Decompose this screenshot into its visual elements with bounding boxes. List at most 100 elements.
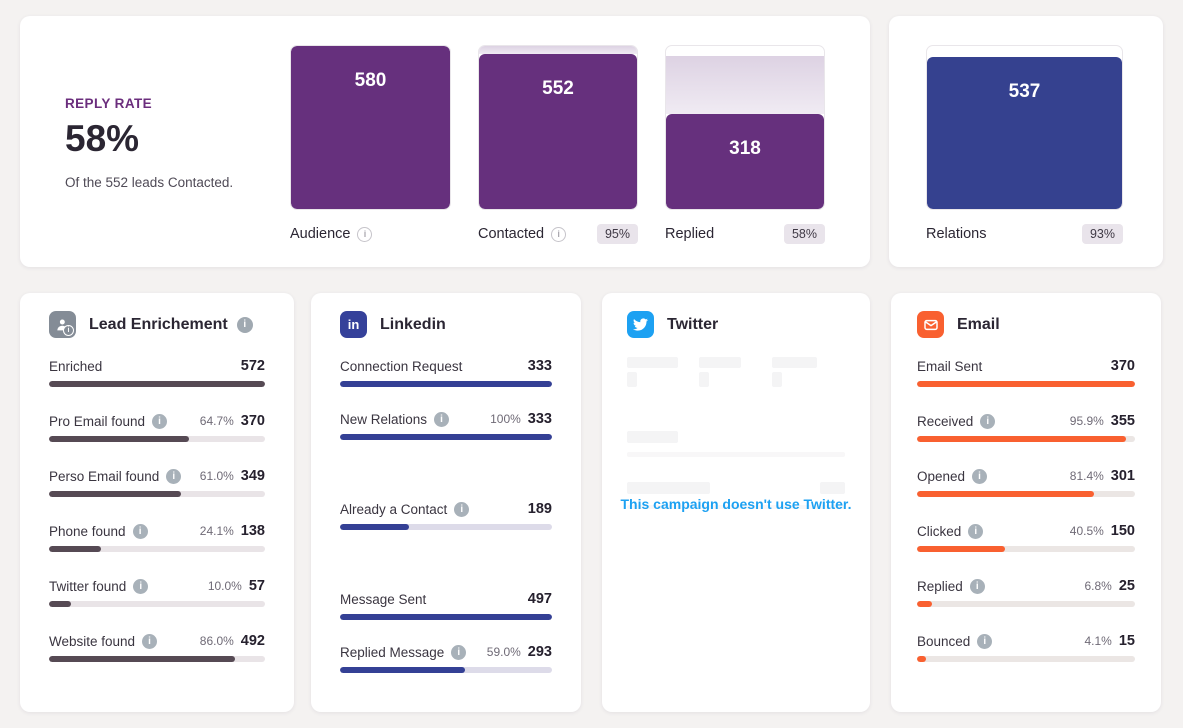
reply-rate-summary-card: REPLY RATE 58% Of the 552 leads Contacte… xyxy=(20,16,870,267)
stat-pct: 95.9% xyxy=(1069,414,1104,428)
stat-bar-fill xyxy=(49,381,265,387)
stat-label: Received xyxy=(917,413,974,429)
stat-row-already-contact: Already a Contact i 189 xyxy=(340,500,552,530)
info-icon[interactable]: i xyxy=(980,413,996,429)
info-icon[interactable]: i xyxy=(132,523,148,539)
relations-card: 537 Relations 93% xyxy=(889,16,1163,267)
lead-enrichment-icon: i xyxy=(49,311,76,338)
info-icon[interactable]: i xyxy=(236,316,253,333)
stat-value: 370 xyxy=(240,413,265,429)
stat-bar-fill xyxy=(49,656,235,662)
info-icon[interactable]: i xyxy=(969,578,985,594)
stat-row-replied-email: Replied i 6.8% 25 xyxy=(917,577,1135,607)
stat-bar-fill xyxy=(340,524,410,530)
stat-row-received: Received i 95.9% 355 xyxy=(917,412,1135,442)
info-icon[interactable]: i xyxy=(357,226,373,242)
contacted-bar-fill: 552 xyxy=(479,54,637,209)
kpi-title: REPLY RATE xyxy=(65,96,153,111)
stat-bar-fill xyxy=(340,667,466,673)
stat-bar-fill xyxy=(917,601,932,607)
stat-value: 25 xyxy=(1118,578,1135,594)
stat-label: Twitter found xyxy=(49,578,127,594)
stat-value: 138 xyxy=(240,523,265,539)
audience-bar: 580 xyxy=(290,45,451,210)
funnel-replied: 318 Replied 58% xyxy=(665,45,825,245)
linkedin-icon: in xyxy=(340,311,367,338)
replied-bar: 318 xyxy=(665,45,825,210)
stat-label: Opened xyxy=(917,468,966,484)
stat-bar-fill xyxy=(340,614,552,620)
stat-value: 301 xyxy=(1110,468,1135,484)
twitter-card-title: Twitter xyxy=(667,315,719,333)
info-icon[interactable]: i xyxy=(133,578,149,594)
replied-value: 318 xyxy=(729,138,761,160)
info-icon[interactable]: i xyxy=(166,468,182,484)
contacted-badge: 95% xyxy=(596,224,638,244)
twitter-card: Twitter This campaign doesn't use Twitte… xyxy=(602,293,870,712)
linkedin-card-title: Linkedin xyxy=(380,315,446,333)
kpi-subtitle: Of the 552 leads Contacted. xyxy=(65,175,234,190)
info-icon[interactable]: i xyxy=(434,411,450,427)
relations-bar-fill: 537 xyxy=(927,57,1122,209)
info-icon[interactable]: i xyxy=(152,413,168,429)
stat-label: Enriched xyxy=(49,358,103,374)
stat-value: 333 xyxy=(527,411,552,427)
stat-row-bounced: Bounced i 4.1% 15 xyxy=(917,632,1135,662)
info-icon[interactable]: i xyxy=(551,226,567,242)
stat-value: 572 xyxy=(240,358,265,374)
contacted-bar-pending xyxy=(479,46,637,55)
contacted-value: 552 xyxy=(542,78,574,100)
stat-pct: 59.0% xyxy=(486,645,521,659)
stat-row-phone: Phone found i 24.1% 138 xyxy=(49,522,265,552)
stat-pct: 64.7% xyxy=(199,414,234,428)
stat-bar-fill xyxy=(917,436,1127,442)
audience-value: 580 xyxy=(354,70,387,91)
stat-label: Clicked xyxy=(917,523,962,539)
stat-row-email-sent: Email Sent 370 xyxy=(917,357,1135,387)
relations-bar: 537 xyxy=(926,45,1123,210)
email-card-title: Email xyxy=(957,315,1000,333)
stat-label: Message Sent xyxy=(340,591,427,607)
relations-label: Relations xyxy=(926,226,987,242)
replied-label: Replied xyxy=(665,226,715,242)
stat-row-new-relations: New Relations i 100% 333 xyxy=(340,410,552,440)
stat-label: Email Sent xyxy=(917,358,983,374)
info-icon[interactable]: i xyxy=(451,644,467,660)
stat-value: 349 xyxy=(240,468,265,484)
stat-label: Connection Request xyxy=(340,358,463,374)
replied-bar-pending xyxy=(666,55,824,115)
stat-value: 57 xyxy=(248,578,265,594)
info-icon[interactable]: i xyxy=(977,633,993,649)
stat-value: 355 xyxy=(1110,413,1135,429)
stat-pct: 10.0% xyxy=(207,579,242,593)
stat-bar-fill xyxy=(917,656,926,662)
audience-bar-fill: 580 xyxy=(291,46,450,209)
stat-value: 293 xyxy=(527,644,552,660)
reply-rate-kpi: REPLY RATE 58% Of the 552 leads Contacte… xyxy=(65,96,233,190)
stat-value: 370 xyxy=(1110,358,1135,374)
lead-enrichment-card: i Lead Enrichement i Enriched 572 Pro Em… xyxy=(20,293,294,712)
relations-value: 537 xyxy=(1008,81,1041,103)
info-icon[interactable]: i xyxy=(968,523,984,539)
stat-row-website-found: Website found i 86.0% 492 xyxy=(49,632,265,662)
stat-label: Phone found xyxy=(49,523,126,539)
funnel-audience: 580 Audience i xyxy=(290,45,451,245)
stat-value: 15 xyxy=(1118,633,1135,649)
stat-bar-fill xyxy=(917,381,1135,387)
stat-bar-fill xyxy=(340,434,552,440)
stat-value: 497 xyxy=(527,591,552,607)
lead-card-title: Lead Enrichement xyxy=(89,315,228,333)
stat-bar-fill xyxy=(917,546,1006,552)
info-icon[interactable]: i xyxy=(142,633,158,649)
stat-bar-fill xyxy=(49,546,102,552)
stat-pct: 6.8% xyxy=(1084,579,1112,593)
stat-row-opened: Opened i 81.4% 301 xyxy=(917,467,1135,497)
email-icon xyxy=(917,311,944,338)
stat-pct: 86.0% xyxy=(199,634,234,648)
stat-value: 189 xyxy=(527,501,552,517)
info-icon[interactable]: i xyxy=(454,501,470,517)
stat-label: Already a Contact xyxy=(340,501,448,517)
info-icon[interactable]: i xyxy=(972,468,988,484)
contacted-label: Contacted xyxy=(478,226,545,242)
stat-bar-fill xyxy=(49,491,181,497)
